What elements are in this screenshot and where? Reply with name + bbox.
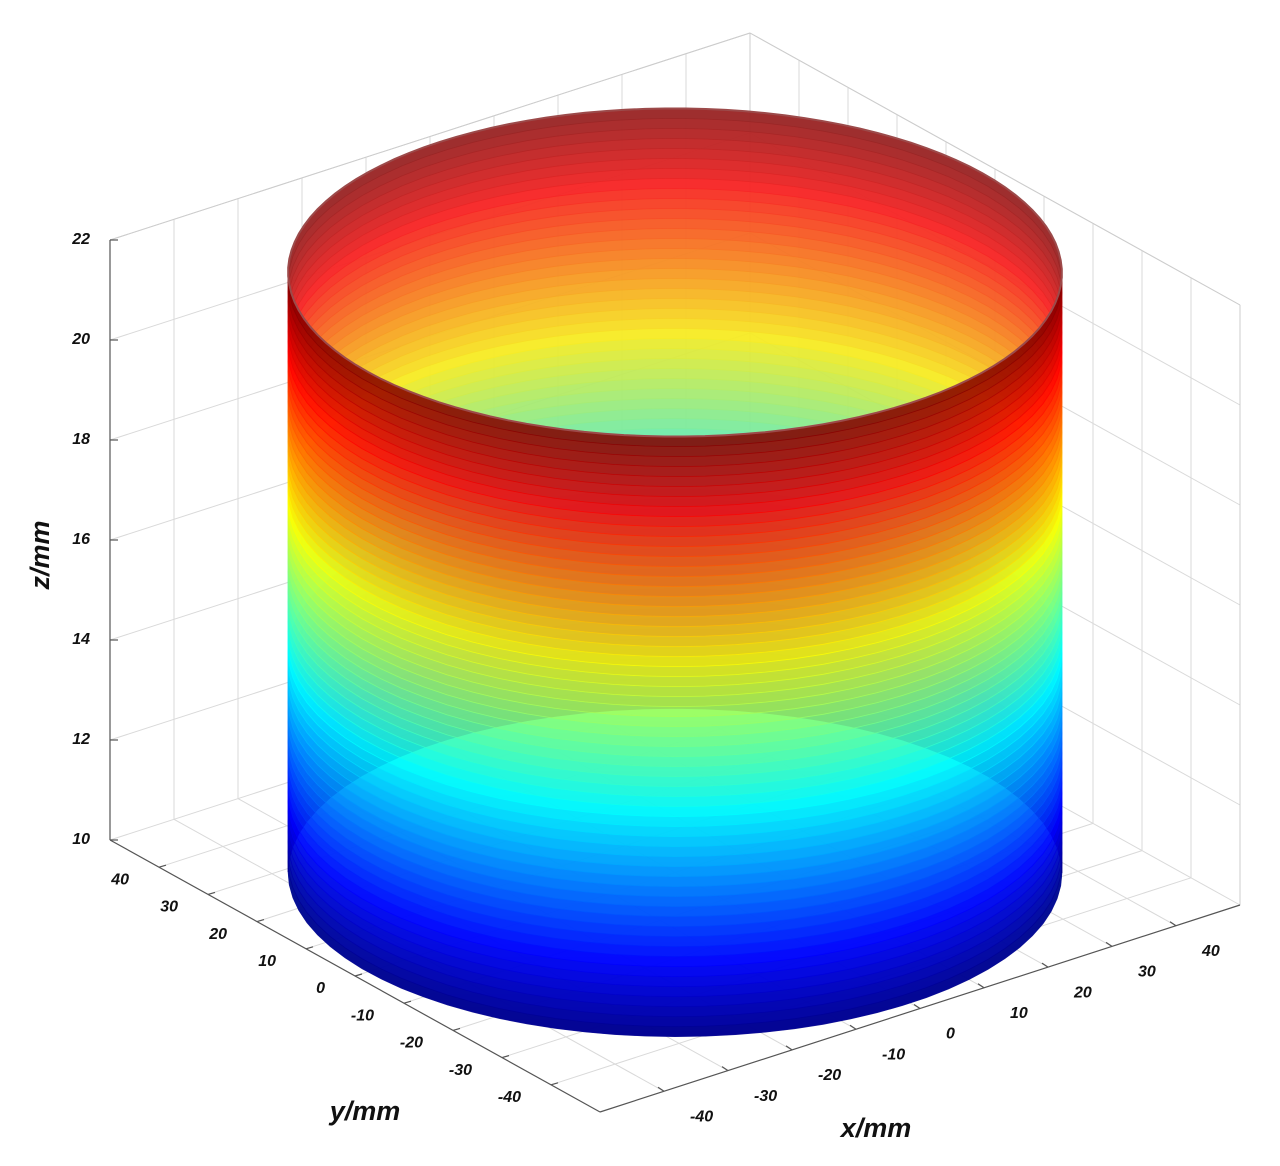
x-axis-label: x/mm: [839, 1113, 912, 1143]
y-tick-label: 20: [208, 926, 227, 943]
box-edge: [109, 32, 751, 241]
y-tick-label: 40: [110, 871, 129, 888]
z-tick-label: 18: [72, 431, 90, 448]
z-tick-label: 16: [72, 531, 90, 548]
x-tick-label: 30: [1138, 964, 1156, 981]
y-tick-label: -30: [449, 1062, 472, 1079]
tick-mark: [305, 946, 314, 950]
tick-mark: [256, 919, 265, 923]
y-tick-label: -20: [400, 1035, 423, 1052]
tick-mark: [403, 1000, 412, 1004]
tick-mark: [501, 1055, 510, 1059]
x-tick-label: -30: [754, 1088, 777, 1105]
x-tick-label: 40: [1201, 943, 1220, 960]
tick-mark: [785, 1045, 793, 1051]
z-tick-label: 10: [72, 831, 90, 848]
z-tick-label: 22: [71, 231, 90, 248]
top-cap: [287, 107, 1063, 438]
tick-mark: [913, 1004, 921, 1009]
tick-mark: [721, 1066, 729, 1072]
y-tick-label: 0: [316, 980, 325, 997]
x-tick-label: -20: [818, 1067, 841, 1084]
tick-mark: [550, 1082, 559, 1086]
tick-mark: [1041, 962, 1049, 968]
x-tick-label: -10: [882, 1046, 905, 1063]
tick-mark: [977, 983, 985, 989]
z-tick-label: 12: [72, 731, 90, 748]
x-tick-label: 10: [1010, 1005, 1028, 1022]
surface: [287, 107, 1063, 1038]
y-tick-label: -10: [351, 1007, 374, 1024]
box-edge: [749, 32, 1241, 306]
tick-mark: [1169, 921, 1177, 927]
y-axis-label: y/mm: [328, 1096, 401, 1126]
tick-mark: [849, 1024, 857, 1030]
y-tick-label: -40: [498, 1089, 521, 1106]
tick-mark: [354, 973, 363, 977]
y-tick-label: 30: [160, 899, 178, 916]
z-tick-label: 20: [71, 331, 90, 348]
tick-mark: [452, 1027, 461, 1031]
tick-mark: [1105, 941, 1113, 947]
x-tick-label: -40: [690, 1109, 713, 1126]
z-tick-label: 14: [72, 631, 90, 648]
x-tick-label: 0: [946, 1026, 955, 1043]
labels: z/mm y/mm x/mm 10 12 14 16 18 20 22 -40 -30 -20 -1…: [25, 231, 1220, 1143]
tick-mark: [207, 891, 216, 895]
tick-mark: [158, 864, 167, 868]
y-tick-label: 10: [258, 953, 276, 970]
x-tick-label: 20: [1073, 984, 1092, 1001]
z-axis-label: z/mm: [25, 520, 55, 590]
tick-mark: [657, 1086, 665, 1092]
